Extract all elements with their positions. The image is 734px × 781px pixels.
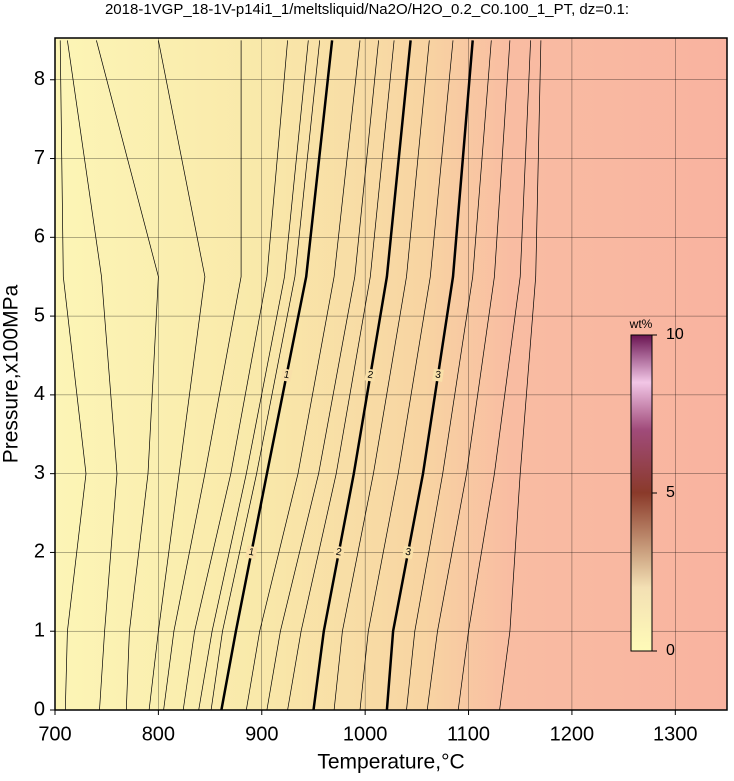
contour-label: 2	[367, 369, 375, 381]
contour-label: 1	[283, 369, 291, 381]
contour-line	[220, 40, 334, 710]
contour-label: 1	[248, 547, 256, 559]
contour-line	[163, 40, 242, 710]
colorbar-tick-label: 10	[666, 326, 684, 343]
y-tick-label: 3	[34, 462, 45, 484]
contour-line	[359, 40, 454, 710]
contour-line	[457, 40, 531, 710]
contour-line	[333, 40, 430, 710]
contour-labels: 1 1 2 2 3 3	[245, 368, 444, 560]
contour-label-bg	[332, 545, 345, 560]
x-tick-label: 1000	[343, 723, 388, 745]
contour-label: 3	[434, 369, 442, 381]
contour-line	[198, 40, 309, 710]
y-tick-label: 4	[34, 383, 45, 405]
x-tick-label: 1100	[447, 723, 490, 745]
y-tick-label: 0	[34, 698, 45, 720]
contour-line	[59, 40, 87, 710]
x-tick-label: 1300	[653, 723, 698, 745]
contour-line	[148, 40, 206, 710]
plot-frame	[54, 37, 728, 711]
contours	[59, 40, 542, 710]
contour-line	[385, 40, 474, 710]
contour-line	[245, 40, 361, 710]
contour-label: 2	[335, 547, 343, 559]
contour-line	[499, 40, 542, 710]
contour-label-bg	[402, 545, 415, 560]
contour-line	[266, 40, 379, 710]
y-tick-label: 5	[34, 304, 45, 326]
x-tick-label: 700	[38, 723, 71, 745]
y-axis-label: Pressure,x100MPa	[0, 284, 23, 463]
contour-line	[67, 40, 118, 710]
colorbar-tick-label: 0	[666, 642, 675, 659]
contour-line	[96, 40, 159, 710]
colorbar-tick-label: 5	[666, 484, 675, 501]
y-tick-label: 6	[34, 226, 45, 248]
x-tick-label: 900	[245, 723, 278, 745]
axes: 700 800 900 1000 1100 1200 1300 0 1 2 3 4 5 6 7 8 0 5 10	[34, 68, 698, 745]
contour-line	[287, 40, 395, 710]
contour-label: 3	[404, 547, 412, 559]
contour-label-bg	[280, 368, 293, 383]
contour-line	[312, 40, 412, 710]
contour-label-bg	[364, 368, 377, 382]
contour-line	[210, 40, 321, 710]
x-tick-label: 1200	[550, 723, 595, 745]
contour-line	[426, 40, 511, 710]
colorbar	[630, 334, 653, 652]
contour-line	[406, 40, 492, 710]
x-tick-label: 800	[142, 723, 175, 745]
contour-line	[182, 40, 288, 710]
y-tick-label: 1	[34, 620, 45, 642]
grid	[55, 38, 727, 710]
y-tick-label: 7	[34, 147, 45, 169]
contour-label-bg	[432, 368, 444, 382]
y-tick-label: 8	[34, 68, 45, 90]
chart-title: 2018-1VGP_18-1V-p14i1_1/meltsliquid/Na2O…	[105, 1, 629, 18]
y-tick-label: 2	[34, 541, 45, 563]
colorbar-label: wt%	[629, 317, 653, 331]
x-axis-label: Temperature,°C	[317, 751, 464, 774]
plot-background	[55, 38, 727, 710]
contour-label-bg	[245, 545, 258, 560]
